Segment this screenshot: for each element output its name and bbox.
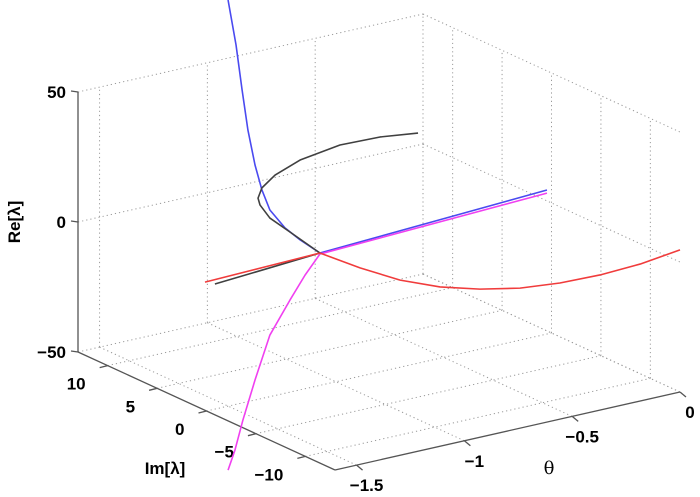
y-tick-label: 5 — [126, 397, 135, 416]
gridline-floor-im — [255, 355, 602, 435]
z-tick-label: 0 — [57, 213, 66, 232]
x-tick-label: −1 — [465, 452, 484, 471]
gridline-floor-theta — [207, 322, 465, 442]
gridline-back-wall-re — [77, 13, 424, 93]
gridline-floor-im — [305, 377, 651, 457]
y-tick-mark — [247, 433, 257, 437]
gridline-right-wall-re — [422, 13, 681, 133]
gridline-floor-theta — [314, 297, 573, 417]
z-tick-label: −50 — [37, 343, 66, 362]
y-axis-label: Im[λ] — [145, 459, 186, 478]
series-blue-line — [227, 0, 548, 254]
gridline-right-wall-re — [422, 143, 681, 263]
y-tick-mark — [99, 364, 108, 369]
y-tick-mark — [297, 455, 306, 460]
series-red-line — [204, 249, 681, 290]
y-tick-label: 0 — [175, 420, 184, 439]
gridline-back-wall-re — [77, 273, 424, 353]
y-tick-mark — [148, 387, 158, 391]
gridline-back-wall-re — [77, 143, 424, 223]
z-tick-mark — [70, 350, 79, 353]
z-axis-label: Re[λ] — [5, 201, 24, 244]
x-tick-label: −0.5 — [565, 427, 599, 446]
x-axis-line — [334, 391, 681, 471]
x-tick-mark — [571, 415, 579, 422]
y-tick-mark — [198, 410, 207, 414]
x-axis-label: θ — [544, 458, 555, 479]
x-tick-label: −1.5 — [350, 476, 384, 495]
grid-lines — [77, 13, 681, 466]
y-tick-label: −10 — [255, 465, 284, 484]
y-tick-label: −5 — [215, 443, 234, 462]
gridline-floor-im — [206, 332, 552, 412]
gridline-floor-theta — [99, 346, 357, 466]
series-magenta-line — [227, 192, 548, 471]
x-tick-label: 0 — [685, 403, 694, 422]
y-tick-label: 10 — [67, 375, 86, 394]
z-tick-label: 50 — [47, 83, 66, 102]
curves — [204, 0, 681, 471]
gridline-floor-im — [156, 309, 503, 389]
x-tick-mark — [679, 391, 687, 398]
x-tick-mark — [356, 464, 363, 471]
z-tick-mark — [70, 220, 79, 223]
z-tick-mark — [70, 90, 79, 93]
axes — [70, 90, 687, 471]
series-black-line — [214, 132, 419, 285]
gridline-floor-theta — [422, 273, 681, 393]
x-tick-mark — [463, 440, 471, 447]
gridline-floor-im — [107, 287, 453, 367]
